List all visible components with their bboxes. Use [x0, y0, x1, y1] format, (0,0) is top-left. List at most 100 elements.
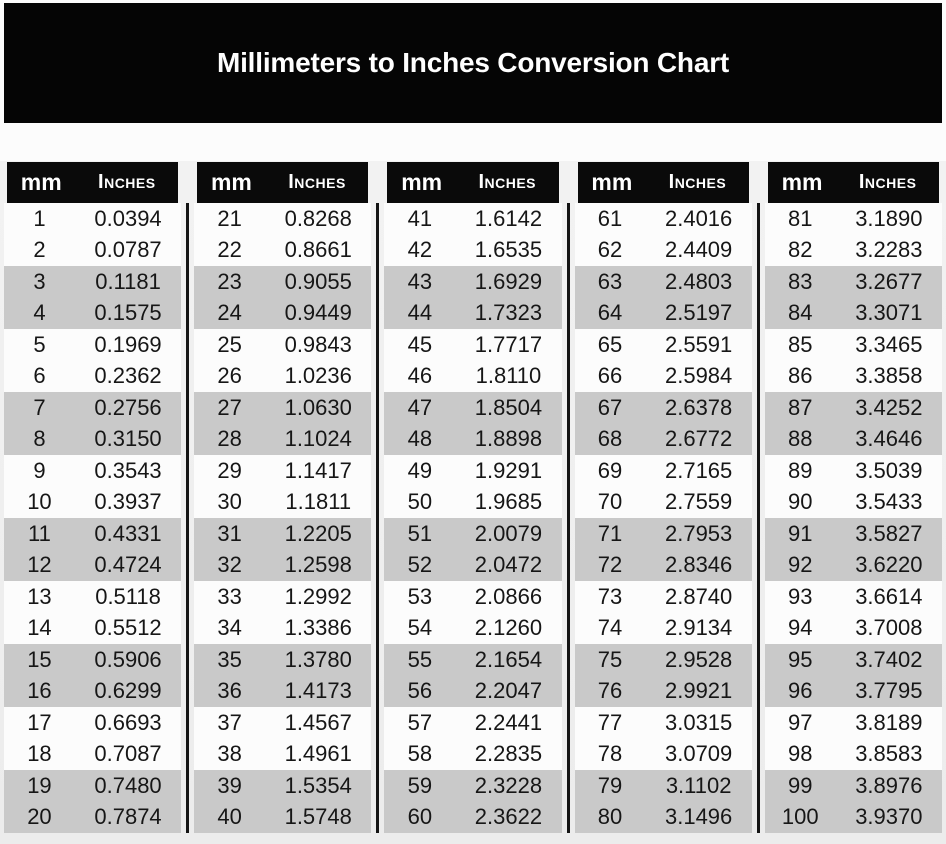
- mm-value: 96: [788, 678, 813, 704]
- table-row: 20 0.7874: [4, 801, 182, 833]
- inches-value: 0.8661: [284, 237, 352, 263]
- mm-value: 71: [597, 520, 623, 546]
- inches-value: 2.9528: [664, 646, 733, 672]
- mm-value: 25: [217, 331, 242, 357]
- table-row: 60 2.3622: [384, 801, 562, 833]
- group-5-header: mm Inches: [767, 162, 940, 203]
- inches-value: 3.6614: [855, 583, 923, 609]
- mm-value: 20: [27, 804, 52, 830]
- mm-value: 84: [788, 300, 813, 326]
- inches-value: 3.0315: [664, 709, 733, 735]
- inches-value: 2.5197: [664, 300, 733, 326]
- mm-value: 12: [27, 552, 52, 578]
- table-row: 88 3.4646: [764, 423, 943, 455]
- table-row: 6 0.2362: [4, 360, 182, 392]
- table-row: 79 3.1102: [574, 770, 752, 802]
- mm-value: 44: [407, 300, 433, 326]
- mm-value: 5: [33, 331, 46, 357]
- table-row: 92 3.6220: [764, 549, 943, 581]
- title-banner: Millimeters to Inches Conversion Chart: [4, 3, 942, 123]
- table-row: 84 3.3071: [764, 297, 943, 329]
- table-row: 35 1.3780: [194, 644, 372, 676]
- table-row: 38 1.4961: [194, 738, 372, 770]
- inches-value: 0.1181: [95, 268, 161, 294]
- inches-value: 2.8740: [664, 583, 733, 609]
- table-row: 17 0.6693: [4, 707, 182, 739]
- inches-value: 2.1260: [474, 615, 543, 641]
- table-row: 58 2.2835: [384, 738, 562, 770]
- table-row: 53 2.0866: [384, 581, 562, 613]
- table-row: 68 2.6772: [574, 423, 752, 455]
- inches-value: 1.5354: [284, 772, 352, 798]
- group-2-rows: 21 0.8268 22 0.8661 23 0.9055 24: [194, 203, 372, 833]
- inches-value: 2.8346: [664, 552, 733, 578]
- mm-value: 74: [597, 615, 623, 641]
- inches-value: 2.5591: [664, 331, 733, 357]
- mm-value: 89: [788, 457, 813, 483]
- table-row: 97 3.8189: [764, 707, 943, 739]
- mm-value: 22: [217, 237, 242, 263]
- mm-value: 7: [33, 394, 46, 420]
- mm-value: 59: [407, 772, 433, 798]
- table-row: 62 2.4409: [574, 234, 752, 266]
- inches-value: 0.5512: [94, 615, 162, 641]
- mm-value: 50: [407, 489, 433, 515]
- mm-value: 98: [788, 741, 813, 767]
- inches-value: 1.7717: [474, 331, 543, 357]
- mm-value: 27: [217, 394, 242, 420]
- inches-column-header: Inches: [98, 171, 156, 193]
- inches-value: 0.4331: [94, 520, 162, 546]
- table-row: 83 3.2677: [764, 266, 943, 298]
- inches-value: 2.6378: [664, 394, 733, 420]
- mm-value: 62: [597, 237, 623, 263]
- table-row: 93 3.6614: [764, 581, 943, 613]
- table-row: 86 3.3858: [764, 360, 943, 392]
- table-column-group-2: mm Inches 21 0.8268 22 0.8661: [186, 162, 372, 833]
- mm-value: 33: [217, 583, 242, 609]
- table-row: 36 1.4173: [194, 675, 372, 707]
- mm-value: 66: [597, 363, 623, 389]
- inches-value: 3.5827: [855, 520, 923, 546]
- table-row: 7 0.2756: [4, 392, 182, 424]
- table-row: 44 1.7323: [384, 297, 562, 329]
- mm-value: 88: [788, 426, 813, 452]
- inches-value: 3.3071: [855, 300, 923, 326]
- table-row: 14 0.5512: [4, 612, 182, 644]
- inches-column-header: Inches: [288, 171, 346, 193]
- inches-value: 3.5039: [855, 457, 923, 483]
- mm-value: 36: [217, 678, 242, 704]
- inches-value: 2.2047: [474, 678, 543, 704]
- table-row: 99 3.8976: [764, 770, 943, 802]
- inches-value: 1.8898: [474, 426, 543, 452]
- mm-value: 77: [597, 709, 623, 735]
- table-row: 57 2.2441: [384, 707, 562, 739]
- table-row: 69 2.7165: [574, 455, 752, 487]
- inches-value: 2.0079: [474, 520, 543, 546]
- mm-value: 26: [217, 363, 242, 389]
- group-3-header: mm Inches: [387, 162, 559, 203]
- table-row: 32 1.2598: [194, 549, 372, 581]
- table-row: 91 3.5827: [764, 518, 943, 550]
- mm-value: 100: [781, 804, 819, 830]
- table-row: 100 3.9370: [764, 801, 943, 833]
- table-row: 67 2.6378: [574, 392, 752, 424]
- mm-value: 97: [788, 709, 813, 735]
- inches-value: 1.5748: [284, 804, 352, 830]
- table-row: 19 0.7480: [4, 770, 182, 802]
- inches-value: 2.6772: [664, 426, 733, 452]
- mm-value: 73: [597, 583, 623, 609]
- mm-value: 65: [597, 331, 623, 357]
- inches-value: 0.3543: [94, 457, 162, 483]
- mm-value: 70: [597, 489, 623, 515]
- table-row: 64 2.5197: [574, 297, 752, 329]
- table-row: 11 0.4331: [4, 518, 182, 550]
- inches-value: 2.9921: [664, 678, 733, 704]
- inches-value: 2.4016: [664, 205, 733, 231]
- mm-value: 67: [597, 394, 623, 420]
- mm-value: 10: [27, 489, 52, 515]
- mm-value: 91: [788, 520, 813, 546]
- table-row: 73 2.8740: [574, 581, 752, 613]
- inches-value: 1.4961: [284, 741, 352, 767]
- inches-value: 1.6535: [474, 237, 543, 263]
- conversion-table: mm Inches 1 0.0394 2 0.0787 3: [4, 162, 943, 833]
